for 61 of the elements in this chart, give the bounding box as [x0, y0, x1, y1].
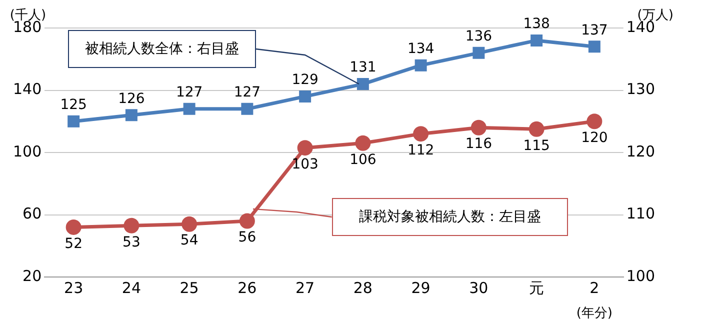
x-tick-label: 2 [590, 278, 600, 297]
x-tick-label: 25 [180, 278, 199, 297]
callout-box: 課税対象被相続人数：左目盛 [332, 198, 568, 236]
x-tick-label: 28 [353, 278, 372, 297]
data-label: 126 [118, 90, 145, 107]
point [413, 126, 429, 142]
data-label: 127 [234, 84, 261, 101]
point [472, 46, 485, 59]
callout-box: 被相続人数全体：右目盛 [68, 30, 256, 68]
data-label: 56 [238, 230, 256, 246]
data-label: 103 [292, 156, 318, 172]
data-label: 53 [122, 234, 140, 250]
data-label: 112 [407, 142, 434, 158]
y-tick-label: 100 [12, 142, 42, 160]
x-tick-label: 元 [529, 278, 544, 297]
x-axis-title: (年分) [576, 306, 613, 321]
point [414, 59, 427, 72]
x-tick-label: 30 [469, 278, 488, 297]
point [528, 121, 544, 137]
y2-tick-label: 120 [626, 142, 656, 160]
data-label: 52 [64, 236, 82, 252]
data-label: 137 [581, 22, 608, 38]
data-label: 131 [350, 60, 376, 76]
point [125, 109, 138, 122]
point [182, 216, 198, 232]
data-label: 129 [292, 72, 318, 88]
data-label: 54 [180, 232, 198, 249]
x-tick-label: 29 [411, 278, 430, 297]
y-tick-label: 140 [12, 80, 42, 98]
point [470, 120, 486, 136]
y2-tick-label: 110 [626, 204, 656, 223]
data-label: 134 [407, 40, 434, 57]
x-tick-label: 24 [122, 278, 141, 297]
point [68, 115, 80, 128]
y-tick-label: 60 [22, 204, 42, 223]
point [124, 218, 140, 234]
data-label: 125 [60, 97, 87, 114]
data-label: 136 [465, 28, 492, 45]
point [586, 114, 602, 130]
point [588, 40, 600, 53]
data-label: 120 [581, 130, 608, 146]
x-tick-label: 27 [296, 278, 315, 297]
point [239, 213, 255, 229]
point [241, 102, 254, 115]
y-tick-label: 20 [22, 266, 42, 285]
y2-tick-label: 130 [626, 80, 656, 98]
x-tick-label: 26 [238, 278, 257, 297]
data-label: 138 [523, 16, 550, 32]
point [530, 34, 543, 46]
y2-tick-label: 100 [626, 266, 656, 285]
point [297, 140, 313, 156]
point [299, 90, 312, 102]
x-tick-label: 23 [64, 278, 84, 297]
point [355, 135, 371, 151]
data-label: 115 [523, 138, 550, 154]
data-label: 116 [465, 136, 492, 152]
point [183, 102, 196, 115]
data-label: 127 [176, 84, 203, 101]
point [356, 78, 369, 90]
data-label: 106 [350, 152, 376, 168]
point [66, 219, 82, 235]
